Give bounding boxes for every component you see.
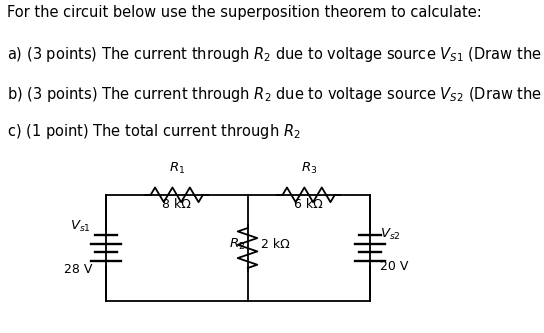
Text: $V_{s1}$: $V_{s1}$ — [70, 219, 91, 234]
Text: c) (1 point) The total current through $R_2$: c) (1 point) The total current through $… — [7, 122, 300, 141]
Text: $R_2$: $R_2$ — [228, 237, 245, 252]
Text: b) (3 points) The current through $R_2$ due to voltage source $V_{S2}$ (Draw the: b) (3 points) The current through $R_2$ … — [7, 85, 544, 104]
Text: 20 V: 20 V — [380, 260, 408, 273]
Text: a) (3 points) The current through $R_2$ due to voltage source $V_{S1}$ (Draw the: a) (3 points) The current through $R_2$ … — [7, 45, 544, 64]
Text: 28 V: 28 V — [64, 263, 92, 276]
Text: $R_3$: $R_3$ — [300, 162, 317, 176]
Text: 2 kΩ: 2 kΩ — [261, 238, 290, 251]
Text: For the circuit below use the superposition theorem to calculate:: For the circuit below use the superposit… — [7, 5, 481, 20]
Text: 6 kΩ: 6 kΩ — [294, 198, 323, 211]
Text: $R_1$: $R_1$ — [169, 162, 185, 176]
Text: 8 kΩ: 8 kΩ — [162, 198, 191, 211]
Text: $V_{s2}$: $V_{s2}$ — [380, 227, 400, 242]
